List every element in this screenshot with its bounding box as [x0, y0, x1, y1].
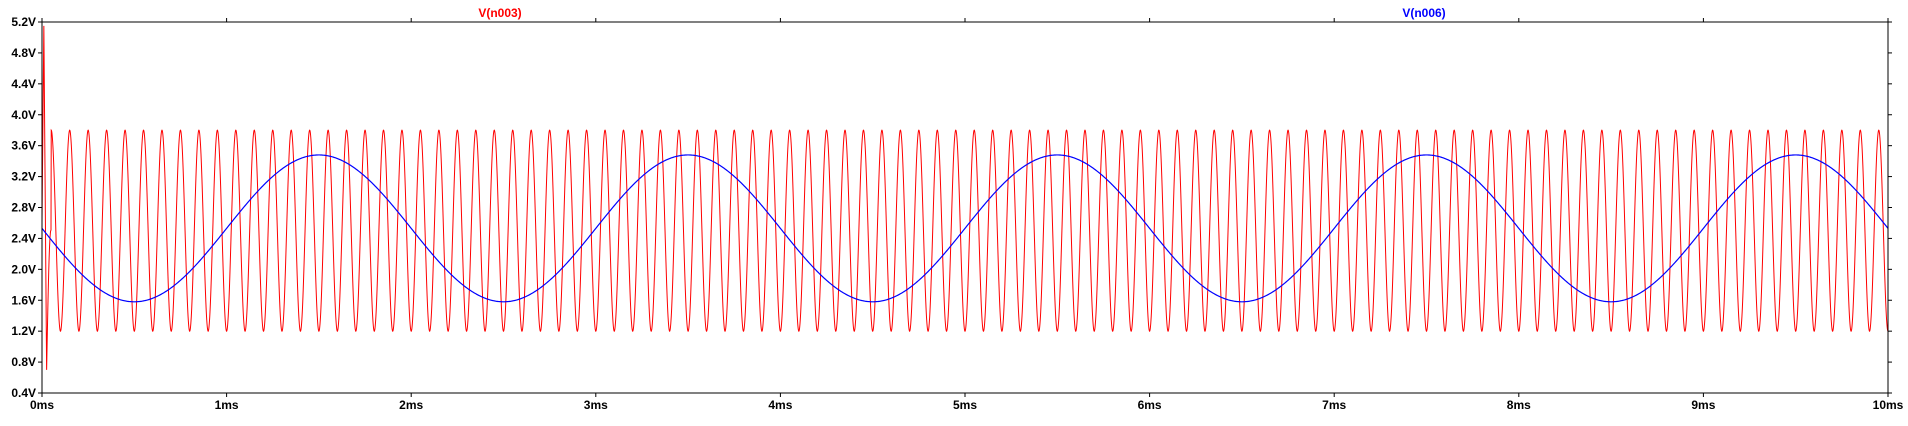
trace-label-v-n003[interactable]: V(n003) — [478, 6, 521, 20]
trace-label-v-n006[interactable]: V(n006) — [1402, 6, 1445, 20]
plot-frame — [42, 22, 1888, 393]
y-tick-label: 3.2V — [11, 170, 36, 184]
x-tick-label: 9ms — [1691, 398, 1715, 412]
x-tick-label: 8ms — [1507, 398, 1531, 412]
x-tick-label: 6ms — [1138, 398, 1162, 412]
x-tick-label: 10ms — [1873, 398, 1904, 412]
x-tick-label: 7ms — [1322, 398, 1346, 412]
y-tick-label: 0.8V — [11, 355, 36, 369]
x-tick-label: 0ms — [30, 398, 54, 412]
y-tick-label: 1.2V — [11, 324, 36, 338]
trace-v-n006[interactable] — [42, 155, 1888, 302]
y-tick-label: 4.8V — [11, 46, 36, 60]
y-tick-label: 2.0V — [11, 262, 36, 276]
x-tick-label: 4ms — [768, 398, 792, 412]
y-tick-label: 2.8V — [11, 201, 36, 215]
x-tick-label: 2ms — [399, 398, 423, 412]
y-tick-label: 4.4V — [11, 77, 36, 91]
y-tick-label: 1.6V — [11, 293, 36, 307]
x-tick-label: 5ms — [953, 398, 977, 412]
trace-v-n003[interactable] — [42, 26, 1888, 370]
y-tick-label: 4.0V — [11, 108, 36, 122]
x-tick-label: 3ms — [584, 398, 608, 412]
y-tick-label: 3.6V — [11, 139, 36, 153]
y-tick-label: 2.4V — [11, 231, 36, 245]
y-tick-label: 5.2V — [11, 15, 36, 29]
x-tick-label: 1ms — [215, 398, 239, 412]
